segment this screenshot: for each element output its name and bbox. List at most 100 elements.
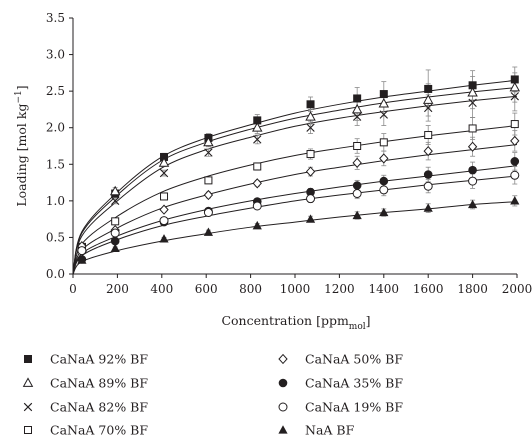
data-point-s6-p10 (510, 170, 520, 180)
fit-curve-1 (72, 86, 518, 275)
data-point-s1-p5 (305, 111, 316, 121)
data-point-s2-p2 (159, 168, 169, 178)
data-point-s7-p3 (203, 227, 214, 236)
data-point-s3-p1 (111, 217, 120, 226)
x-axis-title-main: Concentration [ppm (221, 313, 348, 328)
data-point-s4-p6 (352, 157, 362, 168)
legend-marker-5 (278, 378, 288, 388)
data-point-s1-p7 (378, 97, 390, 108)
data-point-s7-p10 (510, 196, 520, 205)
data-point-s4-p5 (305, 166, 316, 177)
data-point-s1-p4 (252, 122, 263, 132)
legend-marker-0 (24, 355, 32, 363)
x-tick-label-9: 1800 (457, 282, 488, 296)
data-point-s3-p9 (468, 124, 477, 133)
x-tick-label-10: 2000 (502, 282, 532, 296)
x-tick-label-0: 0 (69, 282, 77, 296)
data-point-s2-p5 (306, 123, 315, 132)
data-point-s7-p6 (352, 210, 362, 220)
legend-marker-6 (278, 402, 288, 412)
legend: CaNaA 92% BF CaNaA 89% BF CaNaA 82% BF CaNa… (22, 352, 403, 438)
fit-curve-4 (72, 144, 518, 275)
data-point-s6-p7 (379, 185, 389, 195)
y-tick-label-2: 1.0 (46, 194, 65, 208)
y-tick-label-3: 1.5 (46, 157, 65, 171)
error-bars (79, 66, 518, 262)
data-point-s5-p6 (352, 181, 362, 190)
y-tick-label-7: 3.5 (46, 11, 65, 25)
legend-item-3: CaNaA 70% BF (24, 423, 148, 438)
data-point-s5-p7 (379, 176, 389, 186)
x-tick-label-5: 1000 (280, 282, 311, 296)
y-axis-title-main: Loading [mol kg (14, 104, 29, 207)
legend-item-5: CaNaA 35% BF (278, 376, 403, 391)
axes (72, 18, 517, 275)
data-point-s4-p3 (203, 189, 214, 201)
data-point-s0-p5 (306, 100, 315, 109)
data-point-s3-p3 (204, 176, 213, 185)
legend-label-7: NaA BF (305, 423, 355, 438)
y-tick-label-1: 0.5 (46, 230, 65, 244)
y-ticks: 0.0 0.5 1.0 1.5 2.0 2.5 3.0 3.5 (46, 11, 73, 281)
legend-item-1: CaNaA 89% BF (22, 376, 148, 391)
y-axis-title-tail: ] (14, 85, 29, 90)
fit-curve-7 (72, 201, 518, 275)
x-tick-label-6: 1200 (324, 282, 355, 296)
data-point-s2-p4 (253, 135, 262, 144)
data-point-s7-p8 (423, 203, 433, 212)
legend-label-2: CaNaA 82% BF (50, 400, 148, 415)
data-point-s0-p4 (253, 116, 262, 125)
data-point-s0-p2 (160, 152, 169, 161)
data-point-s0-p6 (353, 94, 362, 103)
data-point-s7-p9 (468, 199, 478, 209)
data-point-s6-p3 (203, 208, 213, 218)
data-point-s6-p4 (252, 201, 262, 211)
data-point-s3-p8 (424, 131, 433, 140)
data-point-s0-p7 (379, 90, 388, 99)
data-point-s2-p8 (424, 103, 433, 113)
data-point-s1-p10 (509, 81, 521, 92)
data-point-s3-p7 (379, 138, 388, 147)
y-tick-label-6: 3.0 (46, 48, 65, 62)
data-point-s0-p8 (424, 84, 433, 93)
data-point-s1-p6 (351, 103, 363, 114)
data-point-s6-p1 (110, 228, 120, 238)
data-point-s7-p0 (77, 255, 87, 264)
data-point-s4-p4 (252, 178, 262, 189)
data-point-s7-p5 (305, 214, 316, 223)
legend-label-5: CaNaA 35% BF (305, 376, 403, 391)
data-point-s1-p1 (109, 185, 121, 196)
fit-curve-6 (72, 175, 518, 275)
data-point-s0-p10 (510, 75, 519, 84)
data-point-s6-p2 (159, 216, 169, 226)
fit-curve-5 (72, 165, 518, 275)
legend-label-4: CaNaA 50% BF (305, 352, 403, 367)
y-tick-label-0: 0.0 (46, 267, 65, 281)
data-point-s2-p9 (468, 98, 477, 108)
data-point-s4-p2 (159, 204, 169, 215)
data-point-s7-p2 (159, 234, 169, 243)
x-tick-label-8: 1600 (413, 282, 444, 296)
fit-curves (72, 79, 518, 275)
data-point-s1-p8 (422, 94, 434, 104)
data-point-s6-p5 (306, 194, 316, 204)
data-point-s7-p4 (252, 220, 262, 230)
data-point-s6-p0 (77, 246, 87, 256)
data-point-s3-p2 (160, 192, 169, 201)
x-tick-label-7: 1400 (369, 282, 400, 296)
data-point-s5-p5 (306, 187, 315, 197)
y-axis-title-sup: −1 (14, 90, 24, 103)
legend-item-6: CaNaA 19% BF (278, 400, 403, 415)
data-point-s6-p8 (423, 181, 433, 191)
legend-label-3: CaNaA 70% BF (50, 423, 148, 438)
data-point-s3-p6 (353, 142, 362, 150)
fit-curve-2 (72, 95, 518, 275)
x-tick-label-4: 800 (239, 282, 262, 296)
legend-label-6: CaNaA 19% BF (305, 400, 403, 415)
data-point-s3-p5 (306, 150, 315, 159)
data-point-s1-p2 (158, 157, 170, 167)
data-point-s4-p8 (423, 145, 433, 157)
data-point-s4-p10 (510, 135, 520, 147)
x-ticks: 0 200 400 600 800 1000 1200 1400 1600 1800 2000 (69, 274, 532, 296)
